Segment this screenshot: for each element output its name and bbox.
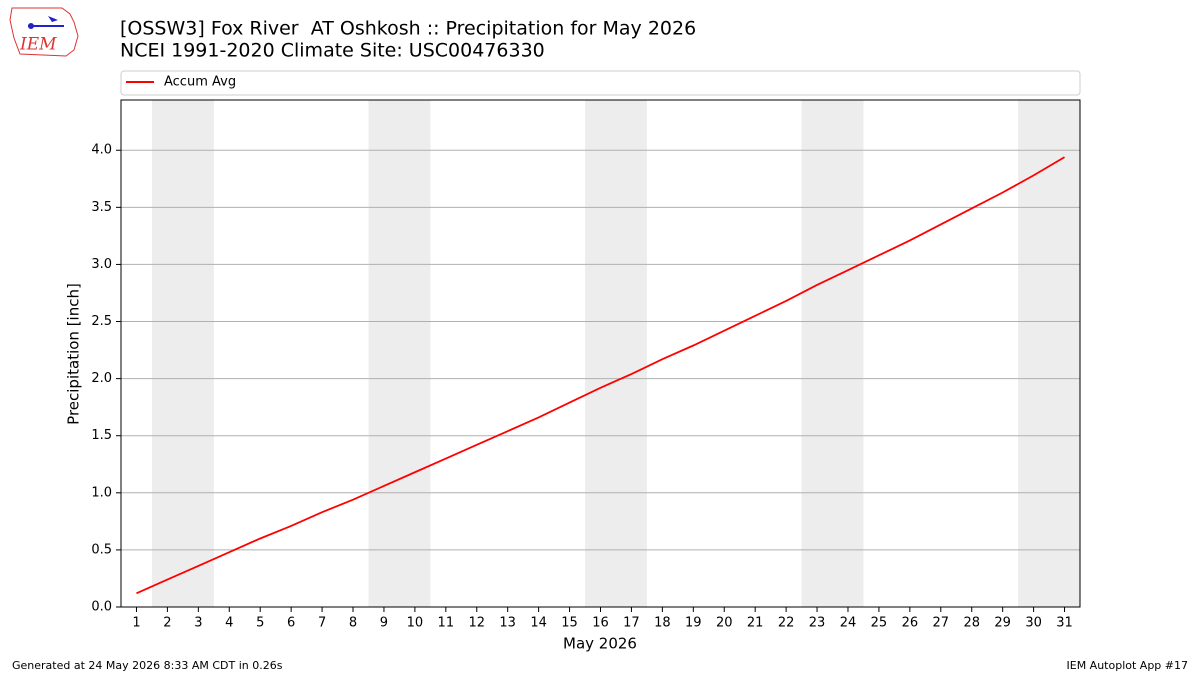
chart-title: [OSSW3] Fox River AT Oshkosh :: Precipit… [120, 18, 696, 40]
x-tick-label: 7 [318, 616, 326, 631]
x-tick-label: 20 [716, 616, 733, 631]
logo-outline [9, 7, 79, 57]
x-tick-label: 11 [438, 616, 455, 631]
y-tick-label: 1.5 [91, 428, 112, 443]
chart-subtitle: NCEI 1991-2020 Climate Site: USC00476330 [120, 40, 545, 62]
x-tick-label: 2 [163, 616, 171, 631]
x-tick-label: 23 [809, 616, 826, 631]
y-tick-label: 0.0 [91, 600, 112, 615]
y-tick-label: 3.0 [91, 257, 112, 272]
x-tick-label: 1 [132, 616, 140, 631]
x-tick-label: 16 [592, 616, 609, 631]
x-tick-label: 13 [499, 616, 516, 631]
legend-box [120, 70, 1081, 96]
weekend-band [801, 100, 864, 607]
x-tick-label: 19 [685, 616, 702, 631]
x-tick-label: 31 [1056, 616, 1073, 631]
x-tick-label: 17 [623, 616, 640, 631]
weekend-band [151, 100, 214, 607]
x-tick-label: 18 [654, 616, 671, 631]
y-tick-label: 2.5 [91, 314, 112, 329]
x-tick-label: 10 [407, 616, 424, 631]
x-tick-label: 22 [778, 616, 795, 631]
y-tick-label: 1.0 [91, 485, 112, 500]
x-tick-label: 15 [561, 616, 578, 631]
weekend-band [368, 100, 431, 607]
x-tick-label: 12 [468, 616, 485, 631]
x-tick-label: 4 [225, 616, 233, 631]
x-tick-label: 28 [963, 616, 980, 631]
x-tick-label: 26 [902, 616, 919, 631]
y-tick-label: 2.0 [91, 371, 112, 386]
x-tick-label: 14 [530, 616, 547, 631]
footer-left: Generated at 24 May 2026 8:33 AM CDT in … [12, 659, 283, 672]
x-tick-label: 5 [256, 616, 264, 631]
x-tick-label: 3 [194, 616, 202, 631]
logo: IEM [9, 7, 79, 57]
weekend-band [585, 100, 647, 607]
x-axis-label: May 2026 [563, 635, 637, 653]
footer-right: IEM Autoplot App #17 [1067, 659, 1189, 672]
weekend-band [1018, 100, 1080, 607]
x-tick-label: 27 [933, 616, 950, 631]
x-tick-label: 8 [349, 616, 357, 631]
x-tick-label: 6 [287, 616, 295, 631]
x-tick-label: 29 [994, 616, 1011, 631]
x-tick-label: 30 [1025, 616, 1042, 631]
x-tick-label: 21 [747, 616, 764, 631]
y-tick-label: 4.0 [91, 143, 112, 158]
y-axis-label: Precipitation [inch] [65, 283, 83, 425]
logo-vane [48, 16, 58, 22]
y-tick-label: 0.5 [91, 542, 112, 557]
x-tick-label: 9 [380, 616, 388, 631]
x-tick-label: 24 [840, 616, 857, 631]
x-tick-label: 25 [871, 616, 888, 631]
logo-dot [28, 23, 34, 29]
y-tick-label: 3.5 [91, 200, 112, 215]
data-line [136, 156, 1065, 595]
plot-frame [120, 99, 1081, 608]
legend-label: Accum Avg [164, 75, 236, 90]
logo-text: IEM [19, 35, 57, 55]
